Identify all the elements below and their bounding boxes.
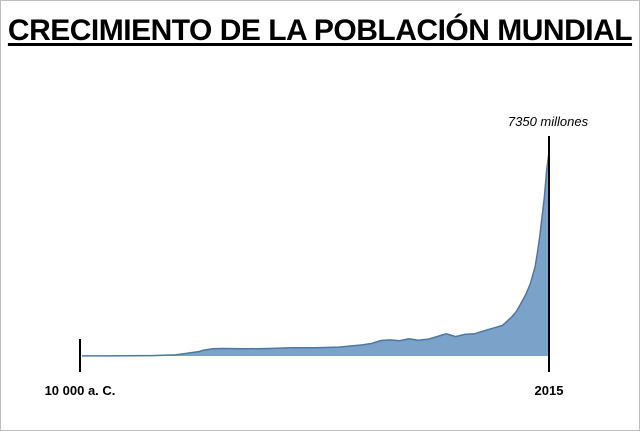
chart-title: CRECIMIENTO DE LA POBLACIÓN MUNDIAL — [7, 14, 633, 47]
x-tick-label-end: 2015 — [535, 383, 564, 398]
population-line — [82, 151, 550, 357]
plot-area — [79, 136, 550, 372]
x-tick-label-start: 10 000 a. C. — [45, 383, 116, 398]
max-value-label: 7350 millones — [508, 114, 589, 129]
population-area — [82, 152, 549, 356]
